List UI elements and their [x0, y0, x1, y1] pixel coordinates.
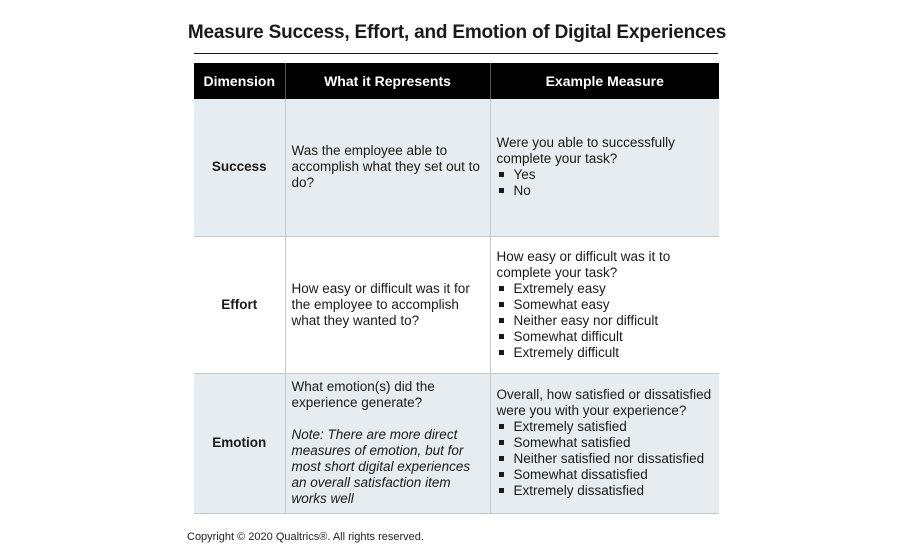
header-example-measure: Example Measure — [490, 63, 719, 99]
header-dimension: Dimension — [194, 63, 286, 99]
table-row-effort: Effort How easy or difficult was it for … — [194, 236, 719, 374]
answer-option: Extremely easy — [497, 281, 714, 297]
answer-option: Extremely satisfied — [497, 419, 714, 435]
represents-cell: Was the employee able to accomplish what… — [285, 99, 491, 237]
dimension-cell: Success — [194, 99, 286, 237]
answer-option: Somewhat dissatisfied — [497, 467, 714, 483]
answer-option: Extremely dissatisfied — [497, 483, 714, 499]
answer-options: Yes No — [497, 167, 714, 199]
dimension-cell: Emotion — [194, 373, 286, 514]
answer-options: Extremely satisfied Somewhat satisfied N… — [497, 419, 714, 499]
answer-option: Somewhat difficult — [497, 329, 714, 345]
copyright-footer: Copyright © 2020 Qualtrics®. All rights … — [187, 531, 424, 543]
answer-option: Neither satisfied nor dissatisfied — [497, 451, 714, 467]
answer-option: Yes — [497, 167, 714, 183]
measure-cell: Were you able to successfully complete y… — [490, 99, 719, 237]
measure-question: How easy or difficult was it to complete… — [496, 248, 671, 280]
header-what-it-represents: What it Represents — [285, 63, 491, 99]
represents-text: What emotion(s) did the experience gener… — [291, 379, 435, 410]
answer-option: Neither easy nor difficult — [497, 313, 714, 329]
dimension-cell: Effort — [194, 236, 286, 374]
title-divider — [194, 53, 718, 54]
answer-options: Extremely easy Somewhat easy Neither eas… — [497, 281, 714, 361]
measure-question: Overall, how satisfied or dissatisfied w… — [496, 387, 712, 418]
table-row-emotion: Emotion What emotion(s) did the experien… — [194, 373, 719, 514]
represents-note: Note: There are more direct measures of … — [291, 427, 471, 506]
table-header-row: Dimension What it Represents Example Mea… — [194, 63, 719, 99]
dimensions-table: Dimension What it Represents Example Mea… — [194, 63, 719, 514]
represents-cell: What emotion(s) did the experience gener… — [285, 373, 491, 514]
measure-cell: How easy or difficult was it to complete… — [490, 236, 719, 374]
answer-option: Extremely difficult — [497, 345, 714, 361]
measure-question: Were you able to successfully complete y… — [496, 135, 675, 167]
answer-option: Somewhat easy — [497, 297, 714, 313]
measure-cell: Overall, how satisfied or dissatisfied w… — [490, 373, 719, 514]
table-row-success: Success Was the employee able to accompl… — [194, 99, 719, 237]
answer-option: No — [497, 183, 714, 199]
document-title: Measure Success, Effort, and Emotion of … — [187, 22, 727, 43]
answer-option: Somewhat satisfied — [497, 435, 714, 451]
represents-cell: How easy or difficult was it for the emp… — [285, 236, 491, 374]
